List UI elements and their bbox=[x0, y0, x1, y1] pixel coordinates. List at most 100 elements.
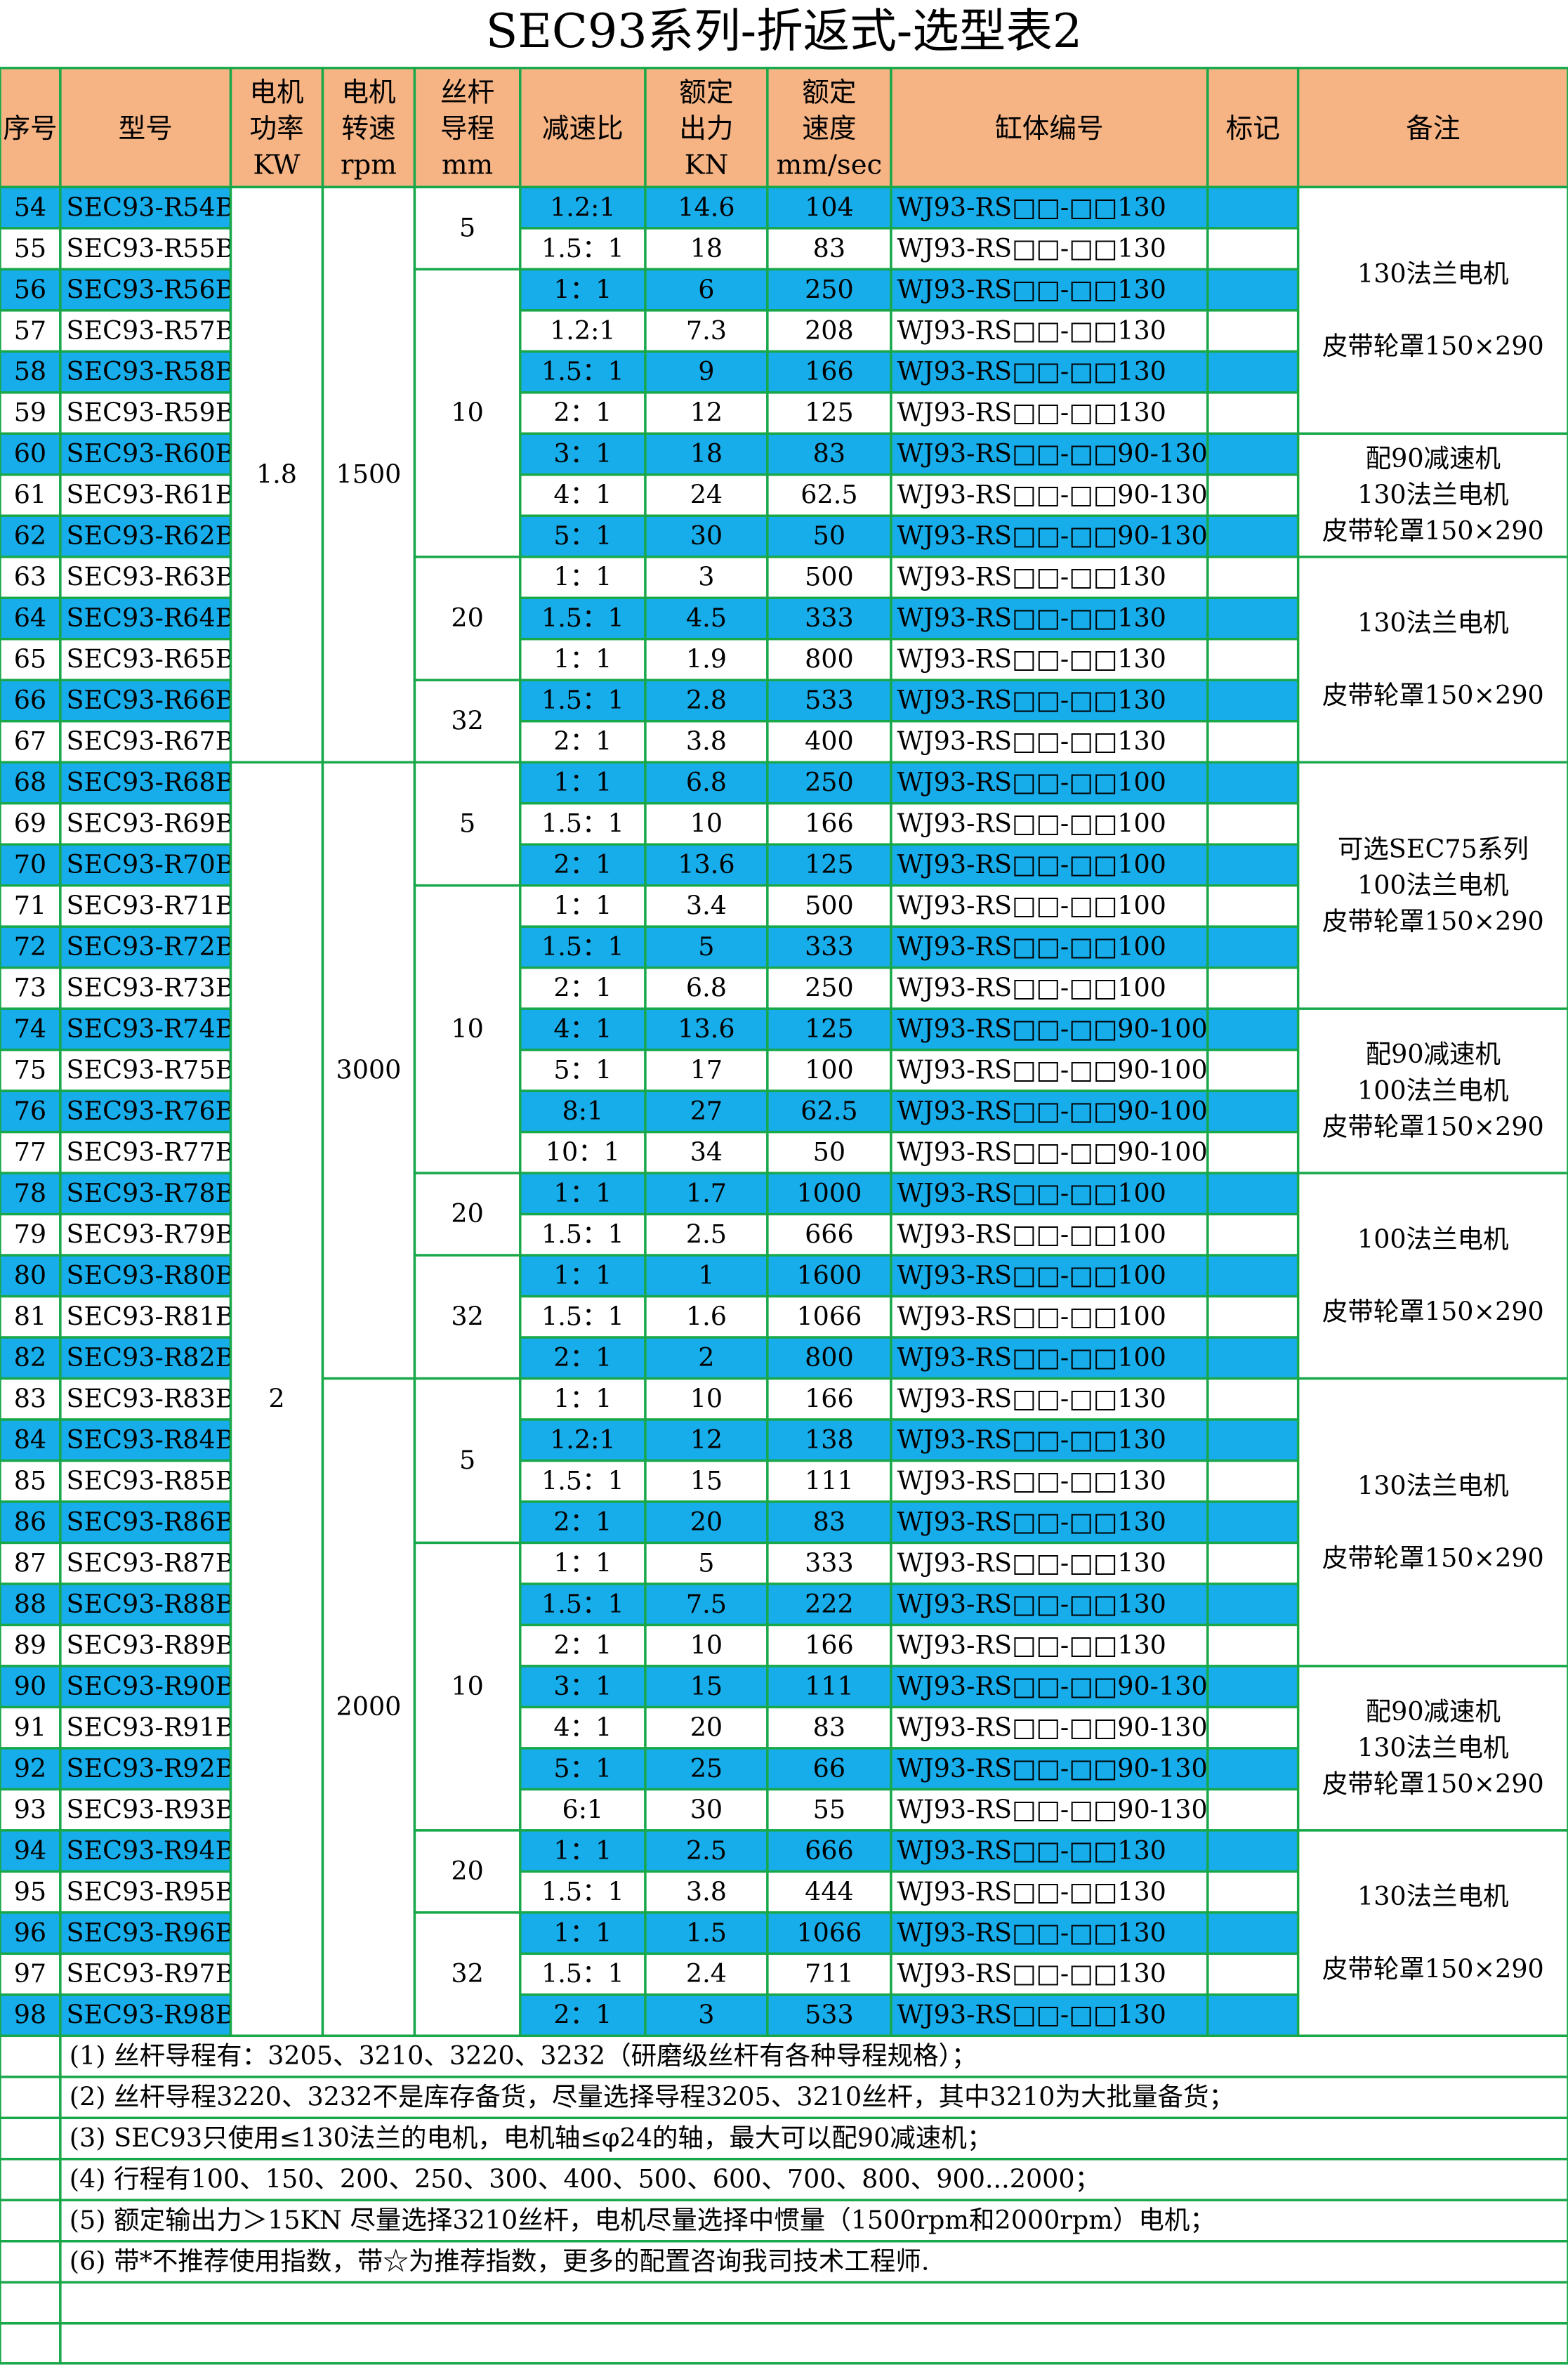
cell bbox=[766, 1829, 892, 1873]
cell-text: 92 bbox=[14, 1753, 46, 1783]
cell-text: 1.5：1 bbox=[541, 603, 624, 633]
cell-text: 83 bbox=[813, 1712, 845, 1742]
cell-text: 500 bbox=[805, 891, 854, 921]
cell bbox=[519, 843, 647, 887]
cell-text: 1.6 bbox=[686, 1301, 727, 1331]
cell bbox=[519, 596, 647, 641]
cell bbox=[766, 843, 892, 887]
cell-text: SEC93-R70B bbox=[66, 849, 234, 879]
header-label: mm bbox=[442, 149, 493, 181]
cell-text: 800 bbox=[805, 644, 854, 674]
cell-text: SEC93-R75B bbox=[66, 1055, 234, 1085]
cell-text: SEC93-R54B bbox=[66, 192, 234, 222]
cell-text: 100 bbox=[805, 1055, 854, 1085]
cell-text: 59 bbox=[14, 398, 46, 428]
cell bbox=[644, 1048, 769, 1092]
cell-text: 1 bbox=[698, 1260, 714, 1290]
cell-text: 3 bbox=[698, 2000, 714, 2030]
cell-text: 83 bbox=[813, 233, 845, 263]
cell-text: 55 bbox=[813, 1794, 845, 1824]
header-label: rpm bbox=[341, 149, 397, 181]
remark-text: 皮带轮罩150×290 bbox=[1322, 1953, 1544, 1984]
cell-text: SEC93-R69B bbox=[66, 808, 234, 839]
cell bbox=[766, 1583, 892, 1627]
cell-text: SEC93-R57B bbox=[66, 315, 234, 346]
cell bbox=[766, 761, 892, 805]
header-label: KN bbox=[685, 149, 729, 181]
cell bbox=[519, 1418, 647, 1462]
cell-text: 10：1 bbox=[546, 1137, 620, 1167]
merged-text: 3000 bbox=[336, 1055, 402, 1085]
cell bbox=[890, 761, 1209, 805]
mark-cell bbox=[1206, 1665, 1300, 1709]
header-label: 序号 bbox=[3, 113, 57, 145]
cell-text: 2.8 bbox=[686, 685, 727, 715]
header-cell bbox=[1206, 67, 1300, 189]
cell-text: 2.5 bbox=[686, 1835, 727, 1866]
cell-text: 13.6 bbox=[678, 849, 734, 879]
cell bbox=[890, 1254, 1209, 1298]
cell bbox=[0, 1541, 62, 1585]
cell bbox=[766, 227, 892, 271]
cell bbox=[0, 1007, 62, 1052]
cell bbox=[59, 1788, 232, 1832]
cell-text: 71 bbox=[14, 891, 46, 921]
cell bbox=[644, 1212, 769, 1257]
cell-text: WJ93-RS□□-□□130 bbox=[897, 274, 1166, 304]
merged-cell bbox=[1296, 185, 1568, 435]
cell bbox=[0, 185, 62, 230]
remark-text: 100法兰电机 bbox=[1357, 1075, 1509, 1106]
remark-text: 100法兰电机 bbox=[1357, 1224, 1509, 1254]
cell-text: 1.9 bbox=[686, 644, 727, 674]
cell-text: 2：1 bbox=[553, 1630, 612, 1660]
remark-text: 配90减速机 bbox=[1366, 1696, 1501, 1727]
cell-text: WJ93-RS□□-□□130 bbox=[897, 1507, 1166, 1537]
note-index-cell bbox=[0, 2116, 62, 2161]
cell-text: 94 bbox=[14, 1835, 46, 1866]
cell-text: 60 bbox=[14, 438, 46, 469]
cell bbox=[519, 1541, 647, 1585]
merged-text: 20 bbox=[451, 1198, 483, 1229]
cell-text: WJ93-RS□□-□□130 bbox=[897, 726, 1166, 756]
cell-text: 95 bbox=[14, 1876, 46, 1906]
cell bbox=[0, 227, 62, 271]
cell bbox=[644, 720, 769, 764]
cell bbox=[59, 268, 232, 312]
cell-text: 66 bbox=[14, 685, 46, 715]
cell-text: SEC93-R68B bbox=[66, 767, 234, 797]
merged-cell bbox=[1296, 1007, 1568, 1174]
header-label: 电机 bbox=[341, 77, 395, 108]
cell-text: 70 bbox=[14, 849, 46, 879]
cell-text: SEC93-R55B bbox=[66, 233, 234, 263]
mark-cell bbox=[1206, 1747, 1300, 1791]
header-label: 导程 bbox=[440, 113, 494, 145]
cell bbox=[59, 1336, 232, 1380]
cell bbox=[0, 1583, 62, 1627]
cell-text: SEC93-R98B bbox=[66, 2000, 234, 2030]
mark-cell bbox=[1206, 514, 1300, 558]
cell bbox=[766, 925, 892, 969]
merged-text: 5 bbox=[459, 808, 475, 839]
header-label: 备注 bbox=[1406, 113, 1460, 145]
cell bbox=[519, 1829, 647, 1873]
mark-cell bbox=[1206, 966, 1300, 1010]
cell bbox=[59, 350, 232, 394]
note-index-cell bbox=[0, 2158, 62, 2202]
header-label: 额定 bbox=[679, 77, 733, 108]
cell-text: 444 bbox=[805, 1876, 854, 1906]
cell-text: 66 bbox=[813, 1753, 845, 1783]
cell-text: 91 bbox=[14, 1712, 46, 1742]
mark-cell bbox=[1206, 1541, 1300, 1585]
cell-text: SEC93-R91B bbox=[66, 1712, 234, 1742]
merged-text: 32 bbox=[451, 1958, 483, 1989]
cell bbox=[890, 1788, 1209, 1832]
cell-text: 1：1 bbox=[553, 1383, 612, 1413]
cell-text: 1.5：1 bbox=[541, 808, 624, 839]
cell-text: SEC93-R71B bbox=[66, 891, 234, 921]
cell bbox=[59, 1993, 232, 2038]
cell bbox=[644, 1911, 769, 1955]
note-cell bbox=[59, 2158, 1568, 2202]
cell-text: 166 bbox=[805, 356, 854, 386]
cell-text: WJ93-RS□□-□□90-130 bbox=[897, 1712, 1208, 1742]
cell-text: 62.5 bbox=[801, 480, 857, 510]
